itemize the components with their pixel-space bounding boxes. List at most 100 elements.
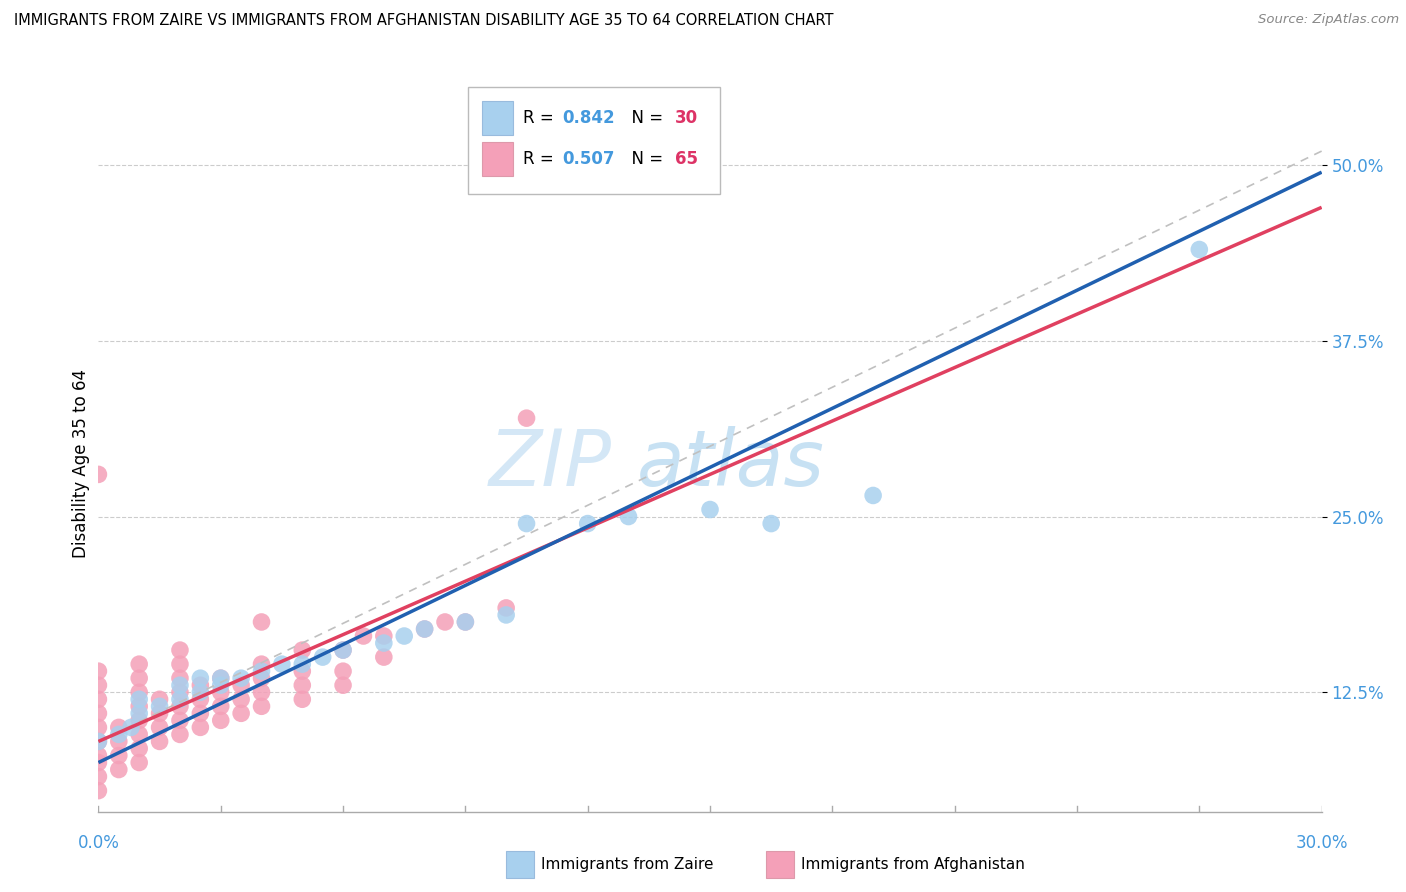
Point (128, 671, 150, 685)
Point (291, 692, 314, 706)
Point (87, 664, 110, 678)
Point (188, 671, 212, 685)
Point (617, 509, 640, 524)
Point (209, 699, 232, 714)
Point (291, 664, 314, 678)
Point (250, 699, 273, 714)
Point (149, 706, 172, 721)
Point (250, 664, 273, 678)
Point (188, 692, 212, 706)
Point (250, 671, 273, 685)
Point (270, 657, 294, 672)
Text: 0.507: 0.507 (562, 150, 614, 168)
Point (231, 706, 253, 721)
Text: ZIP: ZIP (489, 425, 612, 502)
Point (169, 714, 191, 728)
Text: N =: N = (621, 109, 669, 127)
Point (87, 756, 110, 770)
Point (209, 714, 232, 728)
Point (373, 629, 395, 643)
Text: IMMIGRANTS FROM ZAIRE VS IMMIGRANTS FROM AFGHANISTAN DISABILITY AGE 35 TO 64 COR: IMMIGRANTS FROM ZAIRE VS IMMIGRANTS FROM… (14, 13, 834, 29)
Point (128, 706, 150, 721)
Text: Immigrants from Afghanistan: Immigrants from Afghanistan (801, 857, 1025, 871)
Point (332, 664, 354, 678)
Text: 0.0%: 0.0% (77, 834, 120, 852)
Point (699, 502, 721, 516)
Text: R =: R = (523, 150, 560, 168)
Point (332, 643, 354, 657)
Point (291, 657, 314, 672)
Point (434, 615, 457, 629)
Text: 30.0%: 30.0% (1295, 834, 1348, 852)
Point (761, 516, 783, 531)
Point (169, 699, 191, 714)
Point (169, 657, 191, 672)
Y-axis label: Disability Age 35 to 64: Disability Age 35 to 64 (72, 369, 90, 558)
Point (169, 643, 191, 657)
Point (231, 692, 253, 706)
Point (149, 692, 172, 706)
Point (413, 622, 436, 636)
Point (128, 685, 150, 699)
Point (87, 748, 110, 763)
Point (128, 741, 150, 756)
Point (128, 657, 150, 672)
Point (128, 692, 150, 706)
Point (87, 467, 110, 482)
Point (87, 692, 110, 706)
Point (169, 678, 191, 692)
Point (128, 756, 150, 770)
Point (169, 685, 191, 699)
Text: 65: 65 (675, 150, 697, 168)
Point (373, 650, 395, 665)
Point (108, 727, 131, 741)
Point (332, 643, 354, 657)
Point (454, 615, 477, 629)
Point (862, 488, 884, 502)
Point (495, 607, 517, 622)
Point (209, 678, 232, 692)
Point (188, 720, 212, 734)
Point (1188, 243, 1211, 257)
Text: 30: 30 (675, 109, 697, 127)
Point (291, 678, 314, 692)
Point (332, 678, 354, 692)
Point (149, 720, 172, 734)
Point (516, 411, 538, 425)
Point (413, 622, 436, 636)
Point (312, 650, 335, 665)
Point (373, 636, 395, 650)
Point (108, 763, 131, 777)
Text: N =: N = (621, 150, 669, 168)
Point (120, 720, 142, 734)
Point (169, 727, 191, 741)
Point (87, 720, 110, 734)
Point (149, 699, 172, 714)
Text: atlas: atlas (637, 425, 824, 502)
Point (128, 727, 150, 741)
Point (291, 643, 314, 657)
Point (250, 685, 273, 699)
Point (250, 615, 273, 629)
Point (188, 678, 212, 692)
Point (169, 692, 191, 706)
Point (188, 706, 212, 721)
Point (128, 699, 150, 714)
Text: 0.842: 0.842 (562, 109, 614, 127)
Point (108, 748, 131, 763)
Point (108, 720, 131, 734)
Point (87, 734, 110, 748)
Text: Immigrants from Zaire: Immigrants from Zaire (541, 857, 714, 871)
Point (209, 685, 232, 699)
Point (87, 770, 110, 784)
Point (209, 671, 232, 685)
Point (108, 734, 131, 748)
Point (169, 671, 191, 685)
Text: Source: ZipAtlas.com: Source: ZipAtlas.com (1258, 13, 1399, 27)
Point (149, 734, 172, 748)
Point (454, 615, 477, 629)
Point (250, 657, 273, 672)
Point (495, 601, 517, 615)
Point (392, 629, 416, 643)
Point (188, 685, 212, 699)
